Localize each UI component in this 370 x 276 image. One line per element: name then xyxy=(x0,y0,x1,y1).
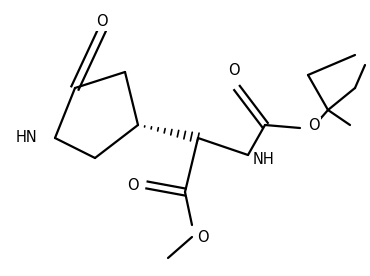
Text: HN: HN xyxy=(15,131,37,145)
Text: O: O xyxy=(228,63,240,78)
Text: O: O xyxy=(127,177,139,192)
Text: O: O xyxy=(197,230,209,245)
Text: O: O xyxy=(308,118,320,134)
Text: NH: NH xyxy=(253,153,275,168)
Text: O: O xyxy=(96,15,108,30)
